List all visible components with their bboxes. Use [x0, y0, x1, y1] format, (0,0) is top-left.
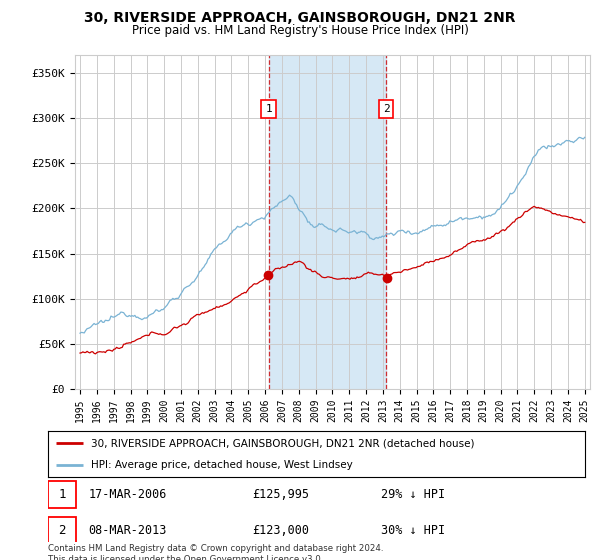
FancyBboxPatch shape [48, 517, 76, 544]
Text: 1: 1 [58, 488, 66, 501]
Text: 29% ↓ HPI: 29% ↓ HPI [381, 488, 445, 501]
Text: Contains HM Land Registry data © Crown copyright and database right 2024.
This d: Contains HM Land Registry data © Crown c… [48, 544, 383, 560]
Text: Price paid vs. HM Land Registry's House Price Index (HPI): Price paid vs. HM Land Registry's House … [131, 24, 469, 36]
Text: 1: 1 [265, 104, 272, 114]
Text: 2: 2 [58, 524, 66, 538]
Text: 30, RIVERSIDE APPROACH, GAINSBOROUGH, DN21 2NR (detached house): 30, RIVERSIDE APPROACH, GAINSBOROUGH, DN… [91, 438, 475, 448]
Text: 2: 2 [383, 104, 389, 114]
FancyBboxPatch shape [48, 480, 76, 508]
Text: £125,995: £125,995 [252, 488, 309, 501]
Text: £123,000: £123,000 [252, 524, 309, 538]
Bar [269, 55, 386, 389]
Text: 08-MAR-2013: 08-MAR-2013 [88, 524, 167, 538]
Text: HPI: Average price, detached house, West Lindsey: HPI: Average price, detached house, West… [91, 460, 353, 470]
Text: 30, RIVERSIDE APPROACH, GAINSBOROUGH, DN21 2NR: 30, RIVERSIDE APPROACH, GAINSBOROUGH, DN… [84, 11, 516, 25]
Text: 30% ↓ HPI: 30% ↓ HPI [381, 524, 445, 538]
Text: 17-MAR-2006: 17-MAR-2006 [88, 488, 167, 501]
